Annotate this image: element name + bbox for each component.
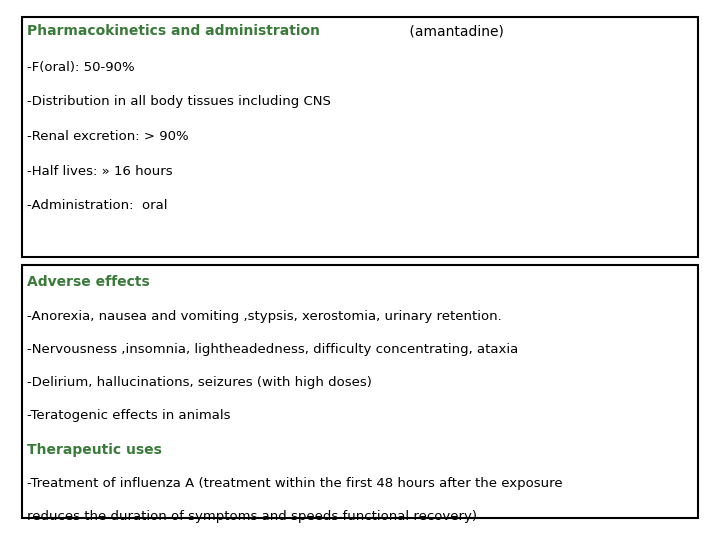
Text: -F(oral): 50-90%: -F(oral): 50-90% [27, 60, 135, 73]
Text: -Renal excretion: > 90%: -Renal excretion: > 90% [27, 130, 189, 143]
Text: -Delirium, hallucinations, seizures (with high doses): -Delirium, hallucinations, seizures (wit… [27, 376, 372, 389]
Text: -Administration:  oral: -Administration: oral [27, 199, 168, 212]
Text: Adverse effects: Adverse effects [27, 275, 150, 289]
Text: -Treatment of influenza A (treatment within the first 48 hours after the exposur: -Treatment of influenza A (treatment wit… [27, 477, 563, 490]
Text: (amantadine): (amantadine) [405, 24, 504, 38]
Text: -Distribution in all body tissues including CNS: -Distribution in all body tissues includ… [27, 95, 331, 108]
Text: Therapeutic uses: Therapeutic uses [27, 443, 162, 456]
FancyBboxPatch shape [22, 17, 698, 256]
Text: -Anorexia, nausea and vomiting ,stypsis, xerostomia, urinary retention.: -Anorexia, nausea and vomiting ,stypsis,… [27, 310, 502, 323]
Text: -Teratogenic effects in animals: -Teratogenic effects in animals [27, 409, 231, 422]
Text: -Nervousness ,insomnia, lightheadedness, difficulty concentrating, ataxia: -Nervousness ,insomnia, lightheadedness,… [27, 343, 518, 356]
FancyBboxPatch shape [22, 265, 698, 518]
Text: reduces the duration of symptoms and speeds functional recovery): reduces the duration of symptoms and spe… [27, 510, 477, 523]
Text: -Half lives: » 16 hours: -Half lives: » 16 hours [27, 165, 173, 178]
Text: Pharmacokinetics and administration: Pharmacokinetics and administration [27, 24, 320, 38]
